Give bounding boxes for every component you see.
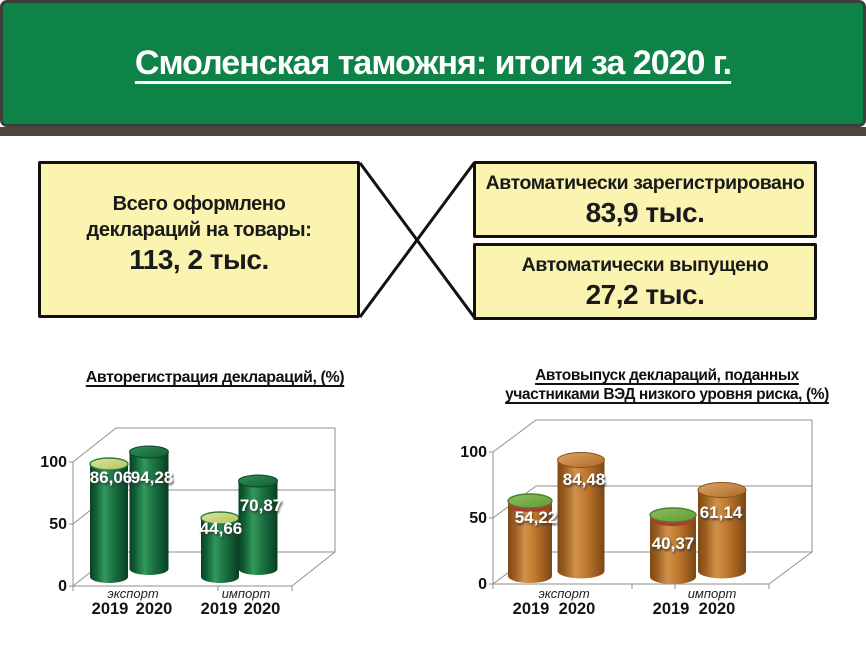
auto-registered-label: Автоматически зарегистрировано (485, 172, 805, 194)
value-label-export-2020: 94,28 (131, 468, 174, 487)
chart-autorelease-title: Автовыпуск деклараций, поданных участник… (450, 366, 866, 404)
cylinder-body (238, 481, 278, 569)
cylinder-body (508, 501, 552, 576)
year-label-export-2019: 2019 (513, 600, 550, 618)
value-label-export-2020: 84,48 (563, 470, 606, 489)
cylinder-export-2019 (507, 493, 553, 583)
cylinder-import-2019 (200, 511, 240, 583)
ytick-0: 0 (58, 578, 67, 595)
auto-released-value: 27,2 тыс. (585, 279, 705, 310)
year-label-export-2020: 2020 (136, 600, 173, 618)
cylinder-top (557, 452, 605, 468)
value-label-import-2020: 70,87 (240, 496, 283, 515)
chart-autorelease-title-line2: участниками ВЭД низкого уровня риска, (%… (505, 386, 829, 403)
cylinder-import-2019 (649, 507, 697, 584)
value-label-export-2019: 54,22 (515, 508, 558, 527)
total-label-line2: деклараций на товары: (86, 219, 312, 241)
cylinder-top (238, 474, 278, 488)
cylinder-top (697, 482, 747, 498)
total-value: 113, 2 тыс. (129, 244, 269, 275)
cylinder-body (698, 490, 746, 571)
year-label-export-2019: 2019 (92, 600, 129, 618)
year-label-import-2019: 2019 (653, 600, 690, 618)
cylinder-body (129, 452, 169, 569)
axis-lines (69, 461, 293, 591)
cylinder-top (649, 507, 697, 523)
slide-title: Смоленская таможня: итоги за 2020 г. (134, 44, 732, 82)
cylinder-import-2020 (238, 474, 278, 575)
cylinder-body (557, 460, 605, 571)
total-declarations-box: Всего оформлено деклараций на товары: 11… (38, 161, 360, 318)
x-connector (358, 162, 476, 318)
connector-line-up (358, 162, 476, 318)
header-shadow-bar (0, 127, 866, 136)
cylinder-export-2020 (129, 445, 169, 575)
ytick-0: 0 (478, 576, 487, 593)
chart-autorelease: 54,22 84,48 40,37 61,14 100 50 0 экспорт… (460, 419, 813, 618)
auto-registered-value: 83,9 тыс. (585, 197, 705, 228)
ytick-100: 100 (40, 454, 67, 471)
cylinder-top (89, 457, 129, 471)
auto-released-label: Автоматически выпущено (521, 254, 769, 276)
cylinder-top (507, 493, 553, 509)
chart-autoregistration-title: Авторегистрация деклараций, (%) (15, 369, 415, 387)
chart-autorelease-title-line1: Автовыпуск деклараций, поданных (535, 367, 799, 384)
ytick-100: 100 (460, 444, 487, 461)
category-label-import: импорт (222, 586, 271, 601)
chart-autoregistration-title-text: Авторегистрация деклараций, (%) (85, 369, 345, 386)
axis-lines (489, 451, 770, 589)
value-label-import-2020: 61,14 (700, 503, 743, 522)
cylinder-import-2020 (697, 482, 747, 579)
auto-registered-box: Автоматически зарегистрировано 83,9 тыс. (473, 161, 817, 238)
header-banner: Смоленская таможня: итоги за 2020 г. (0, 0, 866, 127)
chart-autoregistration: 86,06 94,28 44,66 70,87 100 50 0 экспорт… (40, 427, 336, 618)
value-label-import-2019: 44,66 (200, 519, 243, 538)
cylinder-body (201, 518, 239, 577)
cylinder-top (129, 445, 169, 459)
ytick-50: 50 (49, 516, 67, 533)
ytick-50: 50 (469, 510, 487, 527)
auto-released-box: Автоматически выпущено 27,2 тыс. (473, 243, 817, 320)
value-label-export-2019: 86,06 (90, 468, 133, 487)
year-label-import-2019: 2019 (201, 600, 238, 618)
cylinder-export-2020 (557, 452, 605, 579)
year-label-import-2020: 2020 (244, 600, 281, 618)
total-label-line1: Всего оформлено (112, 193, 286, 215)
year-label-export-2020: 2020 (559, 600, 596, 618)
category-label-export: экспорт (107, 586, 158, 601)
category-label-import: импорт (688, 586, 737, 601)
cylinder-body (90, 464, 128, 577)
cylinder-export-2019 (89, 457, 129, 583)
year-label-import-2020: 2020 (699, 600, 736, 618)
category-label-export: экспорт (538, 586, 589, 601)
value-label-import-2019: 40,37 (652, 534, 695, 553)
